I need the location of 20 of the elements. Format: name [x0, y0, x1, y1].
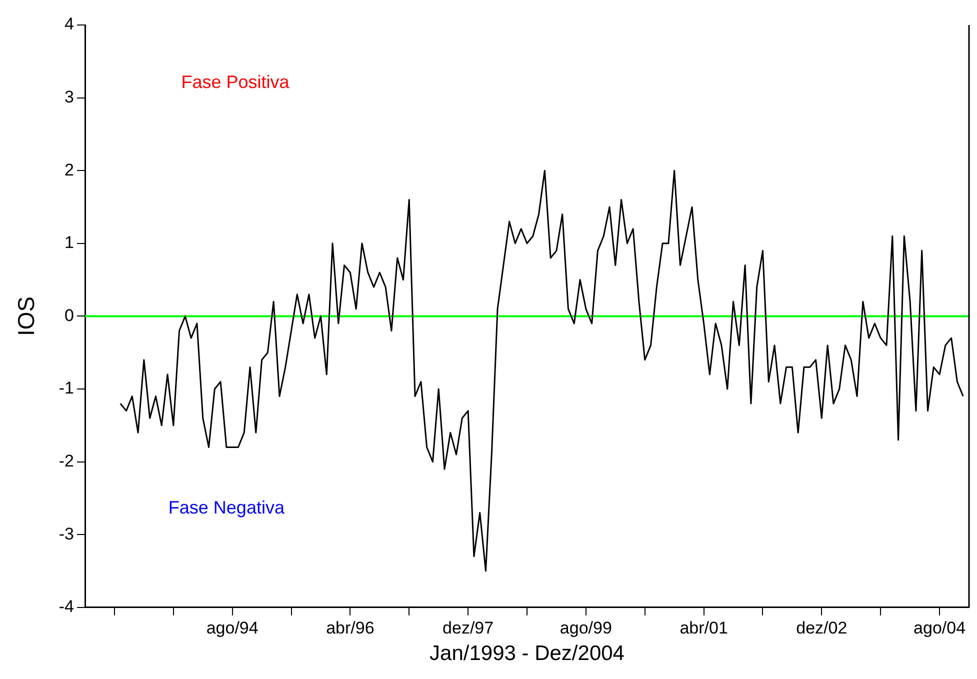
annotation: Fase Positiva — [181, 72, 290, 92]
y-axis-title: IOS — [13, 296, 40, 336]
x-tick-label: abr/96 — [326, 618, 374, 638]
y-tick-label: 3 — [64, 87, 74, 106]
y-tick-label: 4 — [64, 14, 74, 34]
y-tick-label: -2 — [58, 451, 74, 470]
x-tick-label: ago/99 — [560, 618, 612, 638]
y-tick-label: 2 — [64, 160, 74, 180]
y-tick-label: 1 — [64, 233, 74, 252]
annotation: Fase Negativa — [168, 497, 286, 518]
x-tick-label: dez/97 — [442, 618, 494, 638]
x-tick-label: dez/02 — [796, 618, 848, 638]
y-tick-label: -4 — [58, 597, 74, 616]
x-axis-title: Jan/1993 - Dez/2004 — [430, 642, 625, 666]
y-tick-label: -3 — [58, 524, 74, 544]
x-tick-label: abr/01 — [680, 618, 728, 638]
x-tick-label: ago/94 — [206, 618, 258, 638]
y-tick-label: -1 — [58, 378, 74, 398]
y-tick-label: 0 — [64, 306, 74, 325]
x-tick-label: ago/04 — [914, 618, 966, 638]
